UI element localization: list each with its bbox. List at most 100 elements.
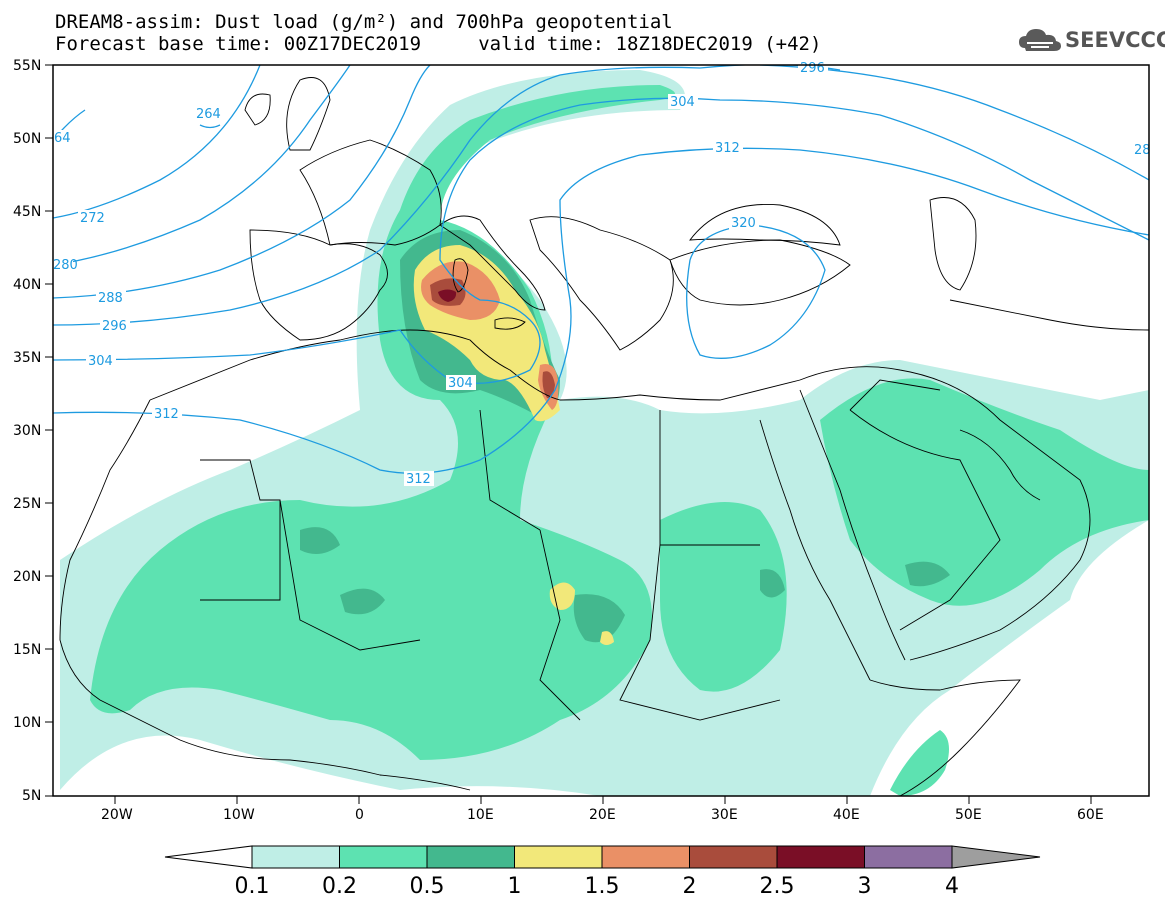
contour-label: 288 <box>98 291 123 306</box>
dust-band-brown-2 <box>542 371 555 399</box>
colorbar-tick-label: 0.2 <box>322 874 357 899</box>
lon-label: 30E <box>711 807 738 823</box>
coast-iran <box>949 299 1149 331</box>
coast-north-africa <box>149 329 801 401</box>
border-chad <box>539 529 581 721</box>
dust-band-maroon <box>438 289 457 302</box>
contour-288 <box>53 65 431 299</box>
colorbar-tick-label: 2 <box>683 874 697 899</box>
contour-312 <box>53 147 1149 474</box>
lat-label: 40N <box>13 277 41 293</box>
coast-horn <box>869 679 1021 796</box>
lon-label: 50E <box>955 807 982 823</box>
colorbar-swatch <box>864 845 953 869</box>
coast-balkans <box>529 216 674 351</box>
logo-text: SEEVCCC <box>1065 28 1165 52</box>
coast-red-sea-east <box>799 389 906 661</box>
coastlines-borders <box>59 77 1149 796</box>
colorbar-swatch <box>776 845 865 869</box>
dust-band-medium <box>90 85 675 760</box>
map-title: DREAM8-assim: Dust load (g/m²) and 700hP… <box>55 11 673 33</box>
contour-label: 312 <box>715 141 740 156</box>
contour-labels: 264 272 280 288 296 304 312 304 312 296 … <box>53 61 1151 487</box>
dust-band-yellow-3 <box>600 631 614 645</box>
coast-uk <box>286 77 331 151</box>
colorbar-swatch <box>251 845 340 869</box>
border-iraq <box>849 379 941 411</box>
lat-label: 20N <box>13 569 41 585</box>
dust-band-medium-arabia <box>820 378 1149 606</box>
coast-turkey <box>669 239 851 306</box>
lat-label: 50N <box>13 131 41 147</box>
lat-label: 5N <box>22 788 41 804</box>
colorbar-swatch <box>514 845 603 869</box>
lon-label: 20W <box>101 807 133 823</box>
contour-304 <box>53 97 1149 384</box>
lat-label: 30N <box>13 423 41 439</box>
colorbar-swatch <box>689 845 778 869</box>
map-subtitle: Forecast base time: 00Z17DEC2019 valid t… <box>55 33 822 55</box>
lon-label: 60E <box>1077 807 1104 823</box>
dust-band-medium-hornafrica <box>890 730 949 796</box>
contour-label: 296 <box>800 61 825 76</box>
lat-label: 10N <box>13 715 41 731</box>
contour-label: 304 <box>88 354 113 369</box>
coast-france <box>299 139 442 246</box>
contour-label: 28 <box>1134 143 1151 158</box>
geopotential-contours <box>53 65 1149 474</box>
border-sudan <box>619 544 781 721</box>
colorbar-tick-label: 1.5 <box>585 874 620 899</box>
colorbar: 0.1 0.2 0.5 1 1.5 2 2.5 3 4 <box>164 845 1041 899</box>
lon-label: 10W <box>223 807 255 823</box>
lat-label: 35N <box>13 350 41 366</box>
contour-280 <box>53 65 351 266</box>
lat-label: 15N <box>13 642 41 658</box>
dust-band-dark-6 <box>760 569 785 598</box>
colorbar-swatch <box>601 845 690 869</box>
colorbar-tick-label: 0.1 <box>235 874 270 899</box>
contour-264b <box>199 124 221 129</box>
colorbar-tick-label: 2.5 <box>760 874 795 899</box>
coast-persian-gulf <box>959 429 1041 501</box>
contour-296-east <box>759 65 1149 181</box>
contour-label: 64 <box>54 131 71 146</box>
contour-label: 312 <box>154 407 179 422</box>
contour-label: 264 <box>196 107 221 122</box>
lon-label: 40E <box>833 807 860 823</box>
seevccc-logo: SEEVCCC <box>1017 26 1165 54</box>
colorbar-swatch <box>339 845 428 869</box>
coast-red-sea-west <box>759 419 871 681</box>
contour-272 <box>53 65 261 219</box>
contour-label: 312 <box>406 472 431 487</box>
coast-sicily <box>494 317 526 330</box>
border-algeria-libya <box>479 409 541 531</box>
contour-label: 304 <box>448 376 473 391</box>
colorbar-tick-label: 1 <box>508 874 522 899</box>
colorbar-tick-label: 3 <box>858 874 872 899</box>
contour-label: 304 <box>670 95 695 110</box>
lat-label: 25N <box>13 496 41 512</box>
colorbar-swatch <box>426 845 515 869</box>
dust-band-medium-east <box>660 502 787 692</box>
colorbar-tick-label: 0.5 <box>410 874 445 899</box>
lat-label: 55N <box>13 58 41 74</box>
dust-band-dark-2 <box>300 527 340 554</box>
dust-band-dark-3 <box>340 588 385 615</box>
contour-label: 280 <box>53 258 78 273</box>
contour-320 <box>686 224 826 359</box>
lon-label: 0 <box>355 807 364 823</box>
coast-caspian <box>929 197 977 291</box>
longitude-labels: 20W 10W 0 10E 20E 30E 40E 50E 60E <box>101 807 1104 823</box>
border-mali-niger <box>279 499 421 651</box>
dust-fill-layer <box>60 70 1149 796</box>
coast-italy <box>439 215 546 311</box>
border-saudi <box>849 409 1001 631</box>
colorbar-arrow-low <box>164 845 253 869</box>
lat-label: 45N <box>13 204 41 220</box>
dust-band-dark-5 <box>905 561 950 587</box>
coast-ireland <box>244 93 271 126</box>
contour-label: 320 <box>731 216 756 231</box>
latitude-labels: 55N 50N 45N 40N 35N 30N 25N 20N 15N 10N … <box>13 58 41 804</box>
lon-label: 10E <box>467 807 494 823</box>
